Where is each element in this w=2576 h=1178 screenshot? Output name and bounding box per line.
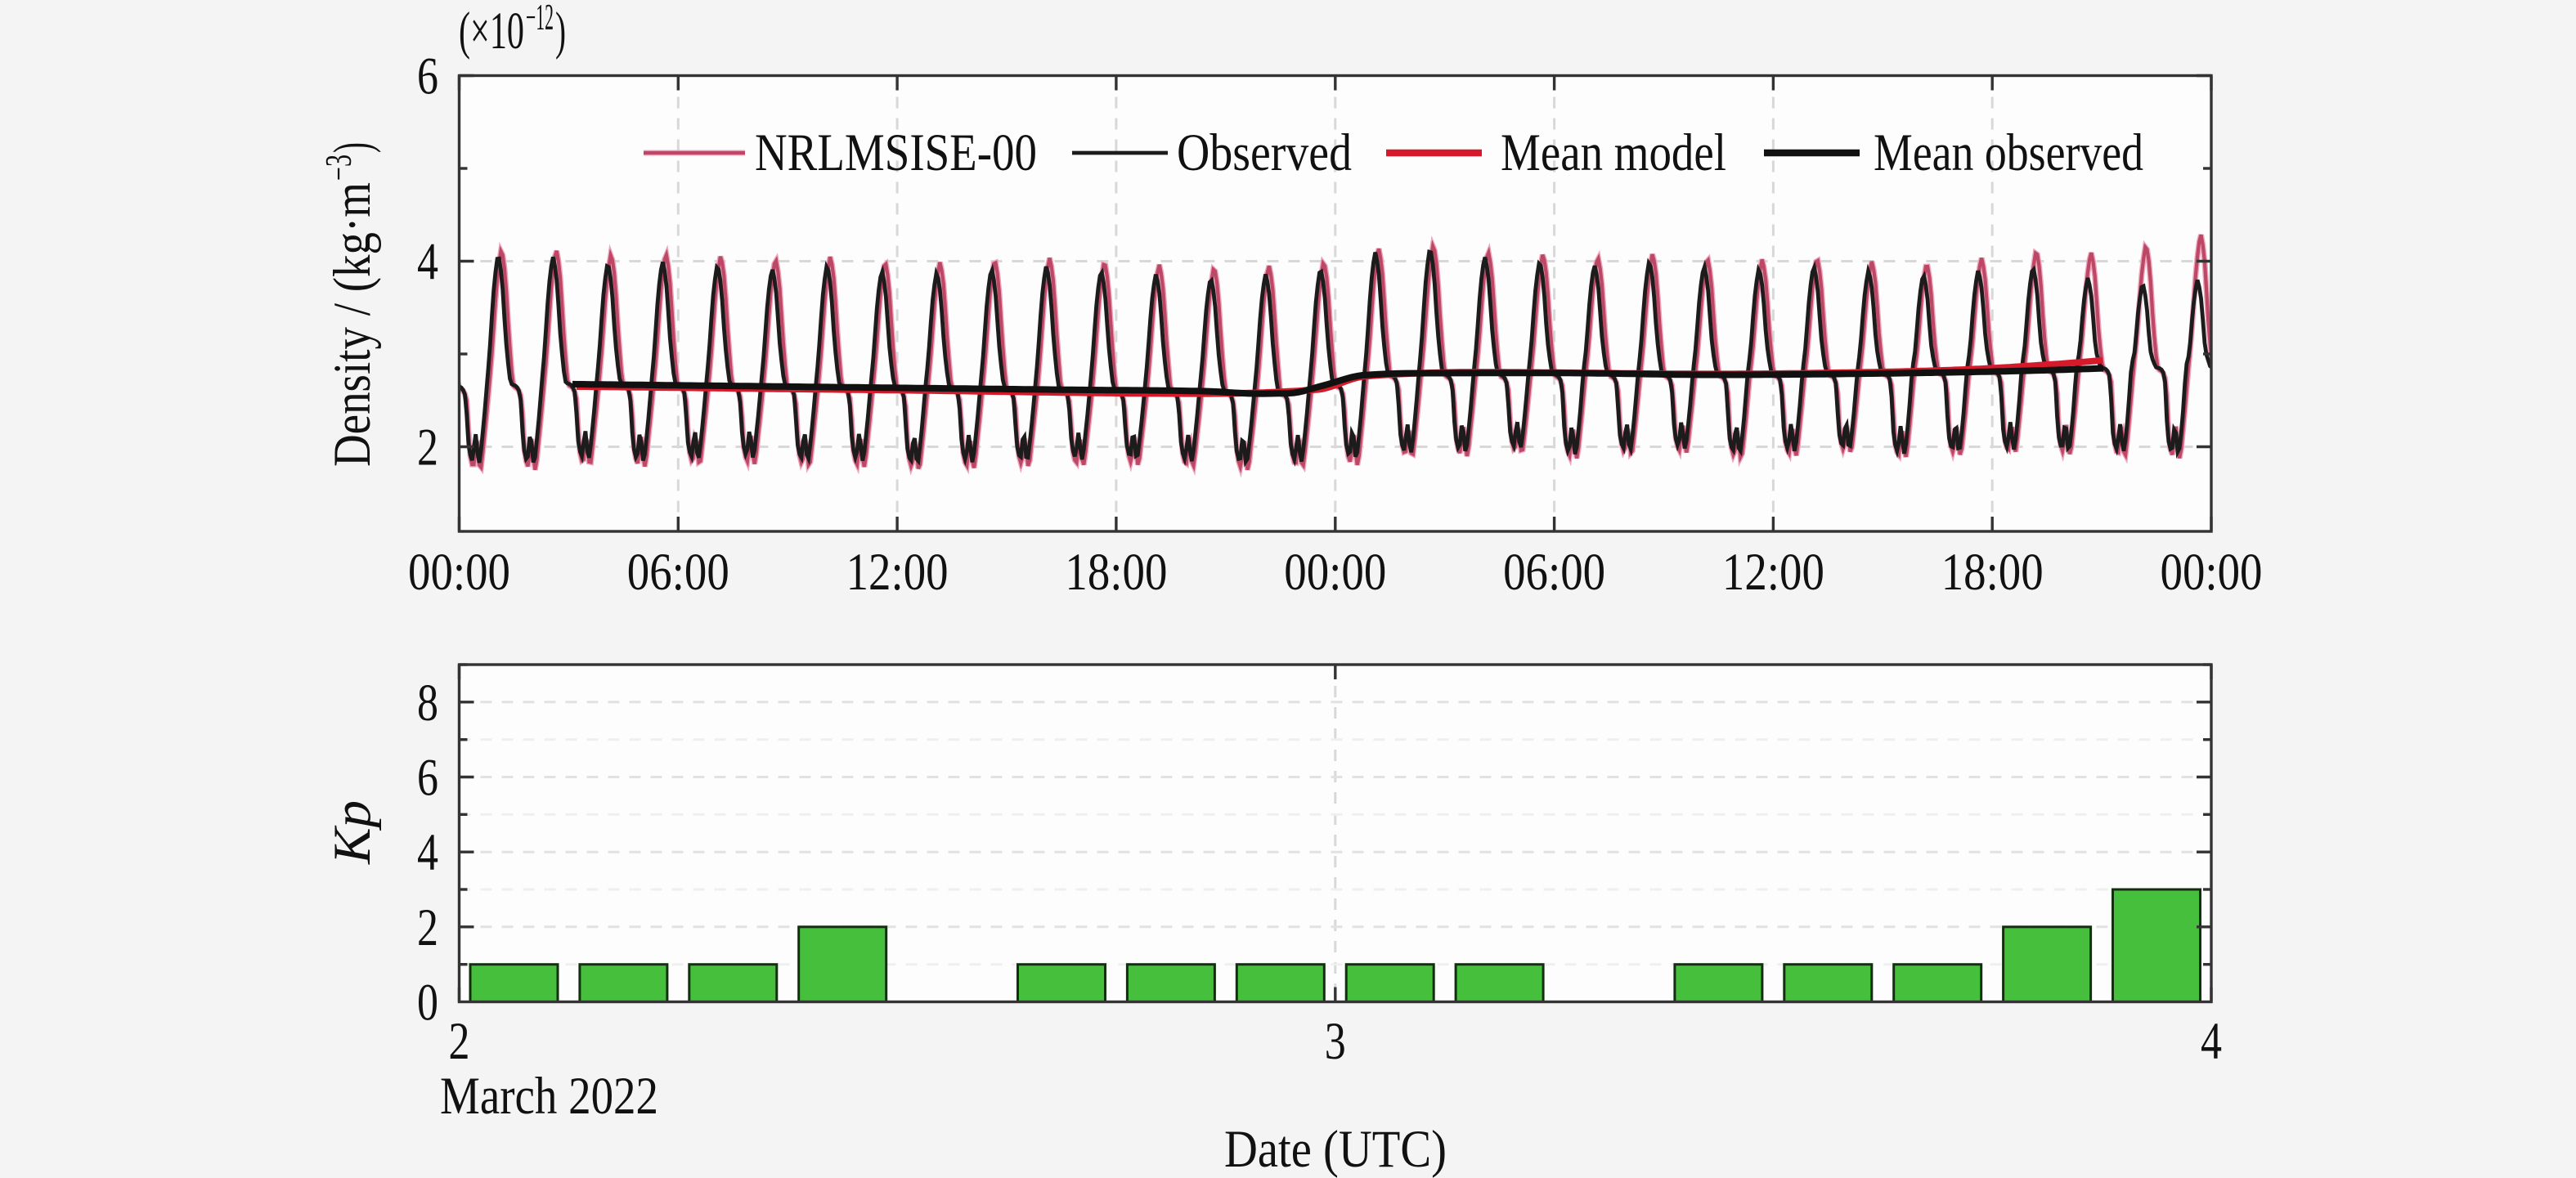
svg-text:NRLMSISE-00: NRLMSISE-00	[755, 123, 1037, 182]
svg-text:4: 4	[417, 233, 438, 292]
svg-text:18:00: 18:00	[1941, 543, 2044, 602]
svg-text:12:00: 12:00	[846, 543, 949, 602]
svg-text:(×10: (×10	[459, 2, 524, 60]
svg-text:18:00: 18:00	[1065, 543, 1167, 602]
svg-text:4: 4	[417, 823, 438, 882]
svg-text:6: 6	[417, 749, 438, 808]
svg-text:Kp: Kp	[323, 800, 382, 865]
svg-text:3: 3	[1325, 1012, 1346, 1071]
svg-text:Density / (kg·m: Density / (kg·m	[323, 182, 382, 467]
svg-text:March 2022: March 2022	[440, 1067, 658, 1126]
svg-text:−3: −3	[318, 155, 359, 181]
svg-text:0: 0	[417, 974, 438, 1032]
svg-text:2: 2	[417, 419, 438, 477]
svg-text:00:00: 00:00	[1284, 543, 1386, 602]
svg-text:12:00: 12:00	[1722, 543, 1824, 602]
svg-text:Mean model: Mean model	[1501, 123, 1726, 182]
svg-text:−12: −12	[526, 0, 554, 38]
svg-text:2: 2	[449, 1012, 470, 1071]
svg-text:06:00: 06:00	[627, 543, 729, 602]
svg-text:Observed: Observed	[1177, 123, 1352, 182]
svg-text:6: 6	[417, 47, 438, 106]
svg-text:Mean observed: Mean observed	[1874, 123, 2143, 182]
svg-text:): )	[555, 2, 566, 60]
svg-text:Date (UTC): Date (UTC)	[1224, 1120, 1447, 1178]
svg-text:00:00: 00:00	[408, 543, 510, 602]
svg-text:06:00: 06:00	[1503, 543, 1605, 602]
svg-text:00:00: 00:00	[2161, 543, 2263, 602]
svg-text:): )	[323, 142, 382, 153]
svg-text:8: 8	[417, 674, 438, 732]
svg-text:2: 2	[417, 898, 438, 957]
svg-text:4: 4	[2201, 1012, 2222, 1071]
